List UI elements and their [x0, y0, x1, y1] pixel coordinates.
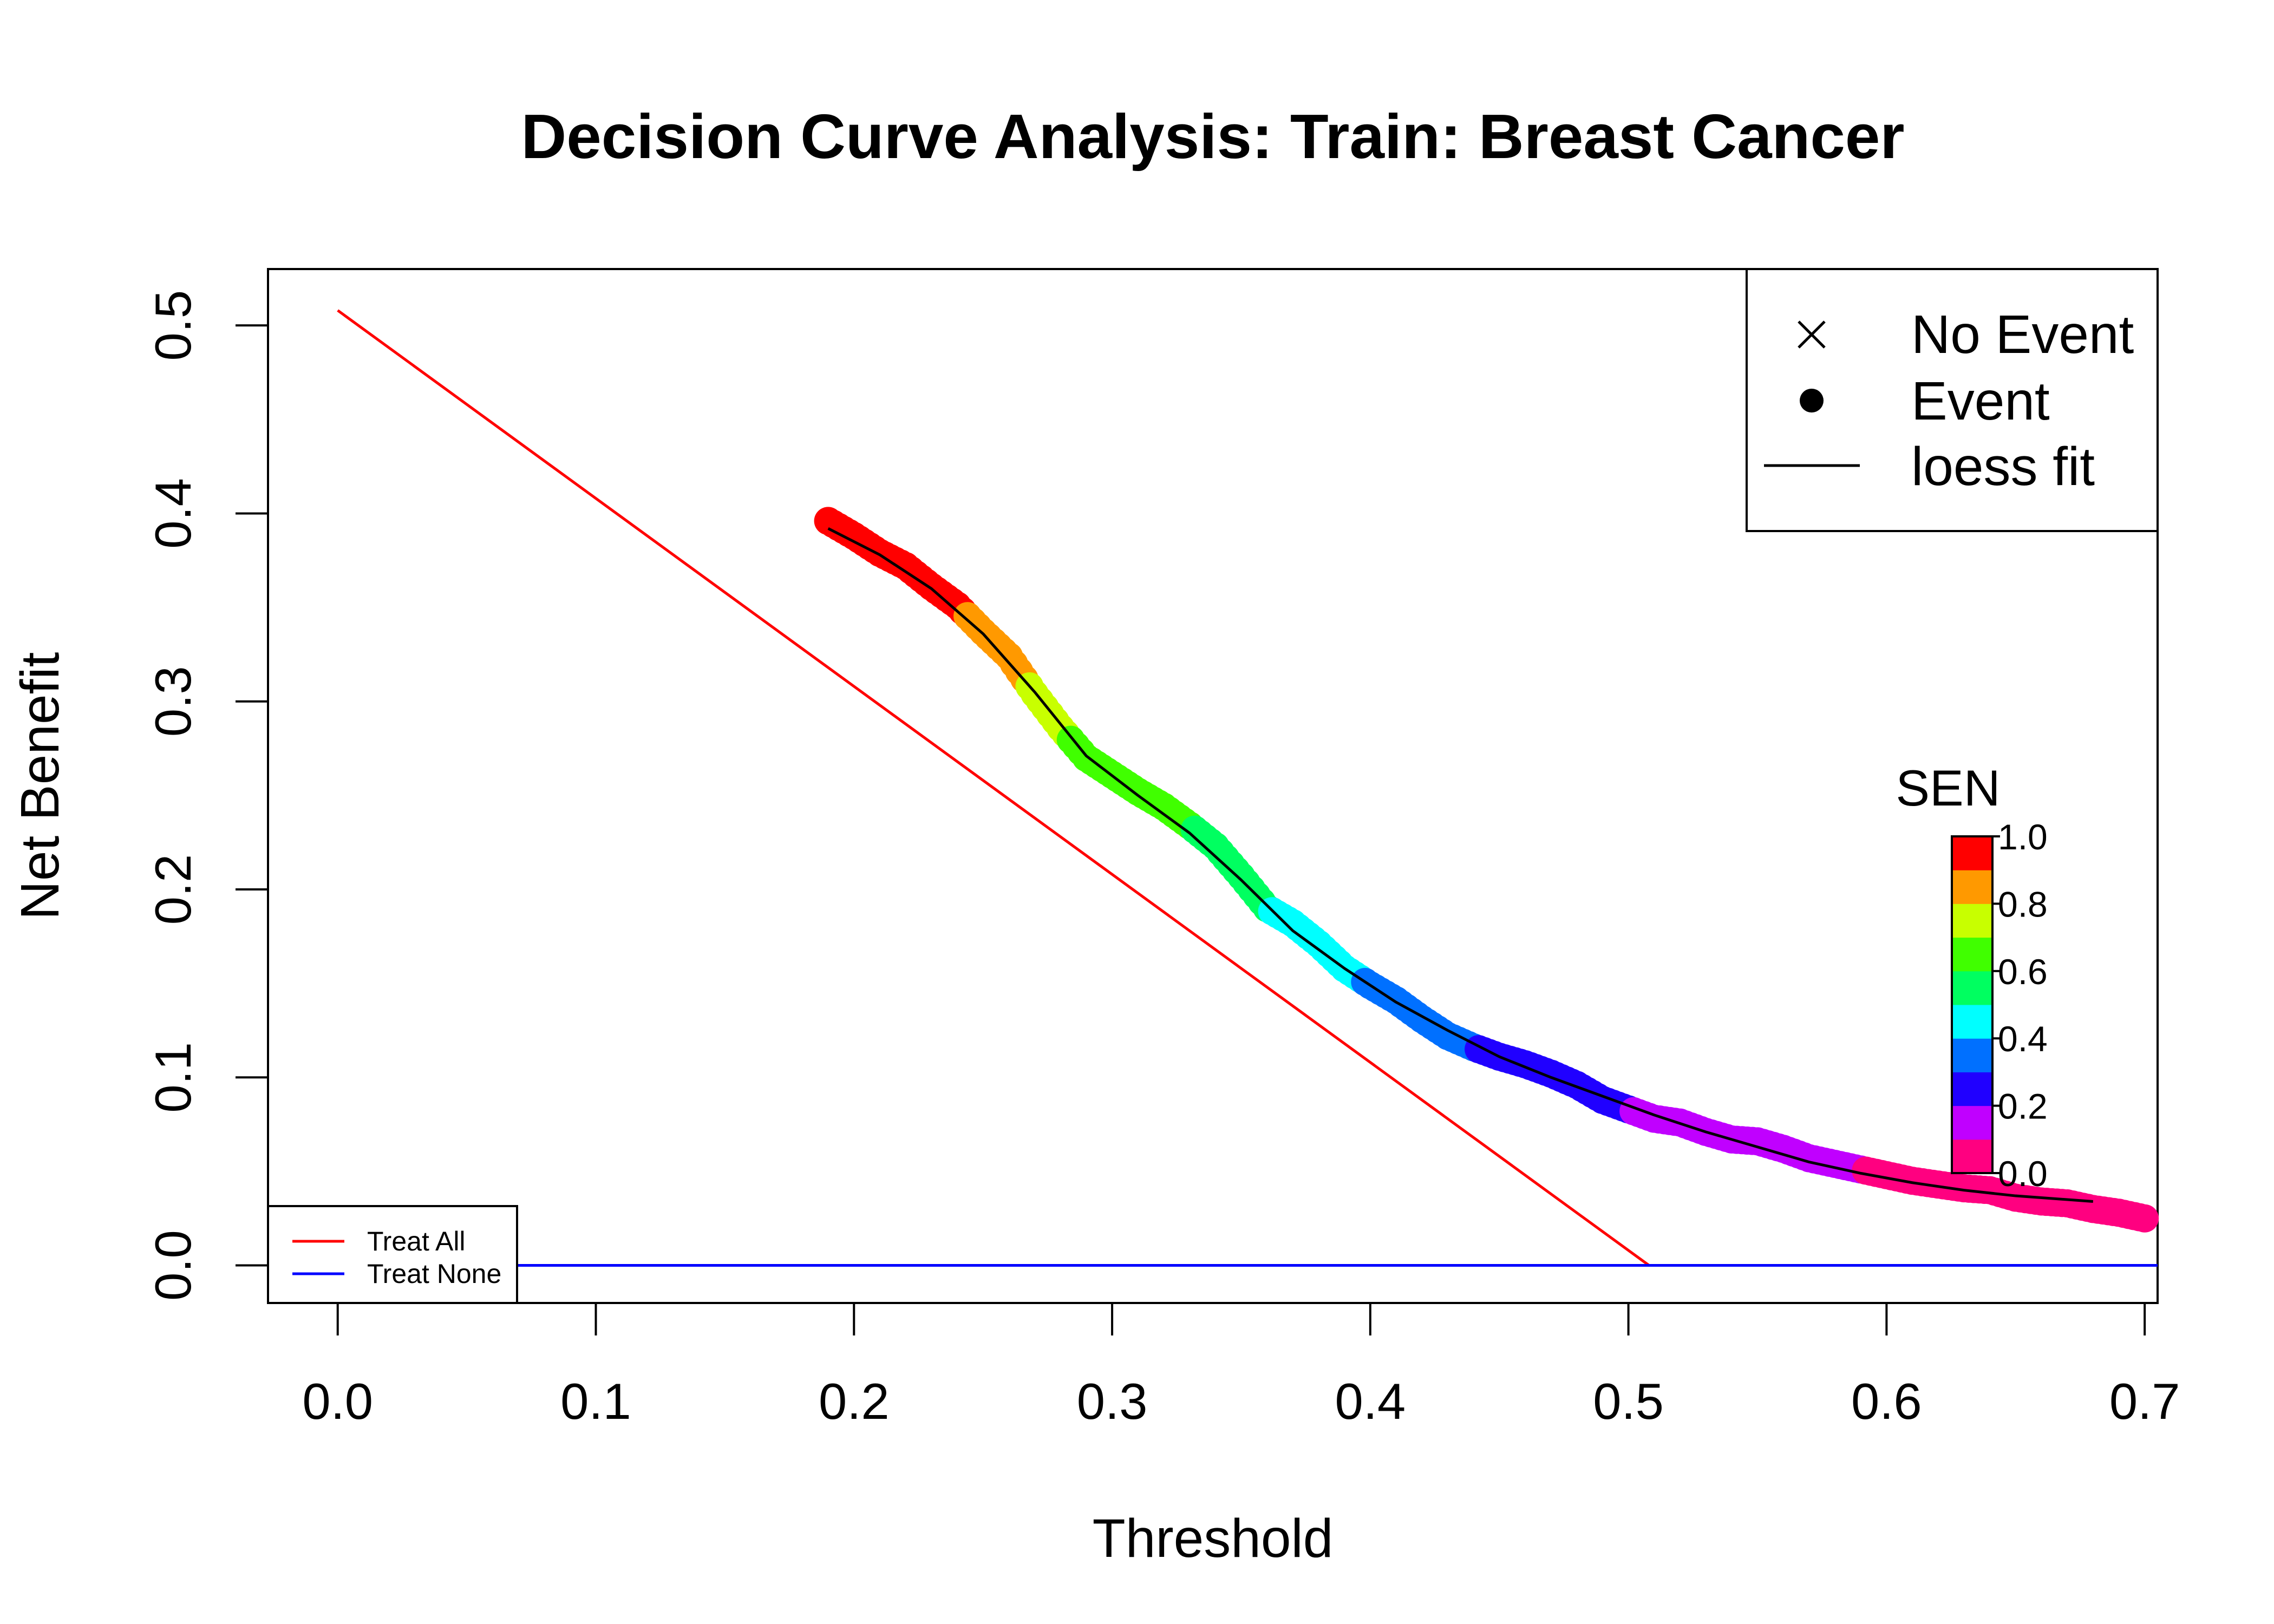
- event-points-layer: [814, 507, 2159, 1233]
- treat-all-line: [337, 309, 1650, 1267]
- colorbar-swatch: [1952, 1072, 1992, 1106]
- x-tick-label: 0.4: [1335, 1373, 1406, 1430]
- colorbar-title: SEN: [1896, 759, 2000, 816]
- colorbar-swatch: [1952, 870, 1992, 904]
- y-axis: 0.0 0.1 0.2 0.3 0.4 0.5: [145, 290, 269, 1301]
- colorbar-swatch: [1952, 937, 1992, 972]
- colorbar-frame: [1951, 835, 1994, 1174]
- x-axis: 0.0 0.1 0.2 0.3 0.4 0.5 0.6 0.7: [302, 1302, 2180, 1430]
- x-tick-label: 0.5: [1593, 1373, 1664, 1430]
- treatment-legend-box: [267, 1205, 518, 1304]
- colorbar-ticks: 0.0 0.2 0.4 0.6 0.8 1.0: [1992, 817, 2048, 1194]
- no-event-cross-icon: [1798, 320, 1826, 349]
- main-legend: No Event Event loess fit: [1746, 268, 2159, 532]
- colorbar-swatch: [1952, 1105, 1992, 1140]
- x-tick-label: 0.2: [819, 1373, 890, 1430]
- treatment-legend: Treat All Treat None: [267, 1205, 518, 1304]
- event-point: [2131, 1204, 2159, 1233]
- event-dot-icon: [1800, 389, 1824, 412]
- y-tick-label: 0.3: [145, 666, 201, 737]
- x-tick-label: 0.3: [1077, 1373, 1148, 1430]
- colorbar-tick-label: 0.0: [1998, 1154, 2048, 1194]
- colorbar-swatch: [1952, 1038, 1992, 1072]
- x-axis-label: Threshold: [1093, 1508, 1334, 1569]
- y-tick-label: 0.0: [145, 1230, 201, 1301]
- loess-fit-line: [827, 527, 2093, 1203]
- y-tick-label: 0.1: [145, 1042, 201, 1113]
- chart-title: Decision Curve Analysis: Train: Breast C…: [521, 101, 1904, 172]
- y-tick-label: 0.2: [145, 854, 201, 925]
- colorbar-swatch: [1952, 971, 1992, 1005]
- colorbar-swatch: [1952, 903, 1992, 938]
- loess-fit-layer: [827, 527, 2093, 1203]
- legend-label-treat-all: Treat All: [367, 1226, 466, 1256]
- y-tick-label: 0.5: [145, 290, 201, 361]
- x-tick-label: 0.6: [1851, 1373, 1922, 1430]
- legend-label-event: Event: [1911, 371, 2050, 431]
- x-tick-label: 0.1: [560, 1373, 631, 1430]
- legend-label-loess-fit: loess fit: [1911, 436, 2095, 497]
- series-layer: [337, 309, 2158, 1267]
- colorbar-tick-label: 0.8: [1998, 884, 2048, 924]
- colorbar-swatches: [1952, 836, 1992, 1174]
- x-tick-label: 0.0: [302, 1373, 373, 1430]
- y-axis-label: Net Benefit: [10, 652, 70, 920]
- sen-colorbar: SEN 0.0 0.2 0.4 0.6 0.8 1.0: [1896, 759, 2047, 1194]
- x-tick-label: 0.7: [2109, 1373, 2180, 1430]
- colorbar-swatch: [1952, 836, 1992, 870]
- colorbar-swatch: [1952, 1005, 1992, 1039]
- colorbar-tick-label: 0.2: [1998, 1086, 2048, 1127]
- colorbar-tick-label: 0.6: [1998, 952, 2048, 992]
- colorbar-swatch: [1952, 1139, 1992, 1174]
- colorbar-tick-label: 1.0: [1998, 817, 2048, 857]
- legend-label-treat-none: Treat None: [367, 1259, 501, 1289]
- y-tick-label: 0.4: [145, 478, 201, 549]
- legend-label-no-event: No Event: [1911, 304, 2134, 365]
- colorbar-tick-label: 0.4: [1998, 1019, 2048, 1059]
